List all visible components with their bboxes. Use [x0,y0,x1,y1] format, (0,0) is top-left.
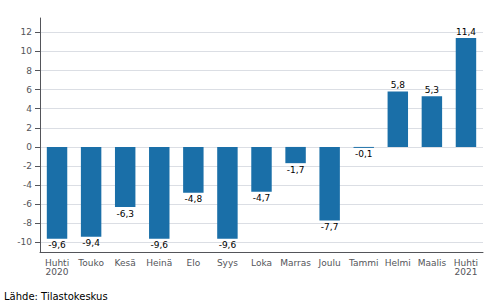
svg-text:Touko: Touko [77,258,104,268]
svg-text:5,8: 5,8 [391,80,406,90]
svg-text:11,4: 11,4 [456,27,476,37]
svg-text:Lähde: Tilastokeskus: Lähde: Tilastokeskus [4,291,108,302]
svg-text:2: 2 [26,123,32,133]
svg-text:Kesä: Kesä [115,258,136,268]
svg-text:-4,7: -4,7 [253,193,271,203]
svg-text:Huhti: Huhti [453,257,479,268]
svg-text:-6,3: -6,3 [116,209,134,219]
svg-text:-8: -8 [23,218,32,228]
svg-text:Joulu: Joulu [318,258,341,268]
svg-text:Helmi: Helmi [385,258,411,268]
svg-text:-10: -10 [17,237,32,247]
svg-text:Loka: Loka [251,258,272,268]
svg-text:-9,6: -9,6 [150,240,168,250]
svg-text:-9,6: -9,6 [219,240,237,250]
svg-text:6: 6 [26,85,32,95]
svg-text:5,3: 5,3 [425,85,439,95]
svg-text:12: 12 [21,27,32,37]
svg-text:-4: -4 [23,180,32,190]
svg-text:2021: 2021 [455,267,478,277]
svg-text:10: 10 [21,46,33,56]
svg-text:-0,1: -0,1 [355,149,373,159]
svg-text:4: 4 [26,104,32,114]
svg-text:0: 0 [26,142,32,152]
svg-text:-4,8: -4,8 [185,194,203,204]
svg-text:-6: -6 [23,199,32,209]
svg-text:8: 8 [26,66,32,76]
svg-text:2020: 2020 [46,267,69,277]
svg-text:-9,4: -9,4 [82,238,100,248]
svg-text:-7,7: -7,7 [321,222,339,232]
svg-text:Syys: Syys [217,258,238,268]
svg-text:Huhti: Huhti [44,257,70,268]
svg-text:Heinä: Heinä [146,258,172,268]
svg-text:Tammi: Tammi [348,258,379,268]
svg-text:-1,7: -1,7 [287,165,305,175]
svg-text:-2: -2 [23,161,32,171]
svg-text:-9,6: -9,6 [48,240,66,250]
svg-text:Maalis: Maalis [418,258,447,268]
svg-text:Marras: Marras [280,258,311,268]
svg-text:Elo: Elo [186,258,200,268]
